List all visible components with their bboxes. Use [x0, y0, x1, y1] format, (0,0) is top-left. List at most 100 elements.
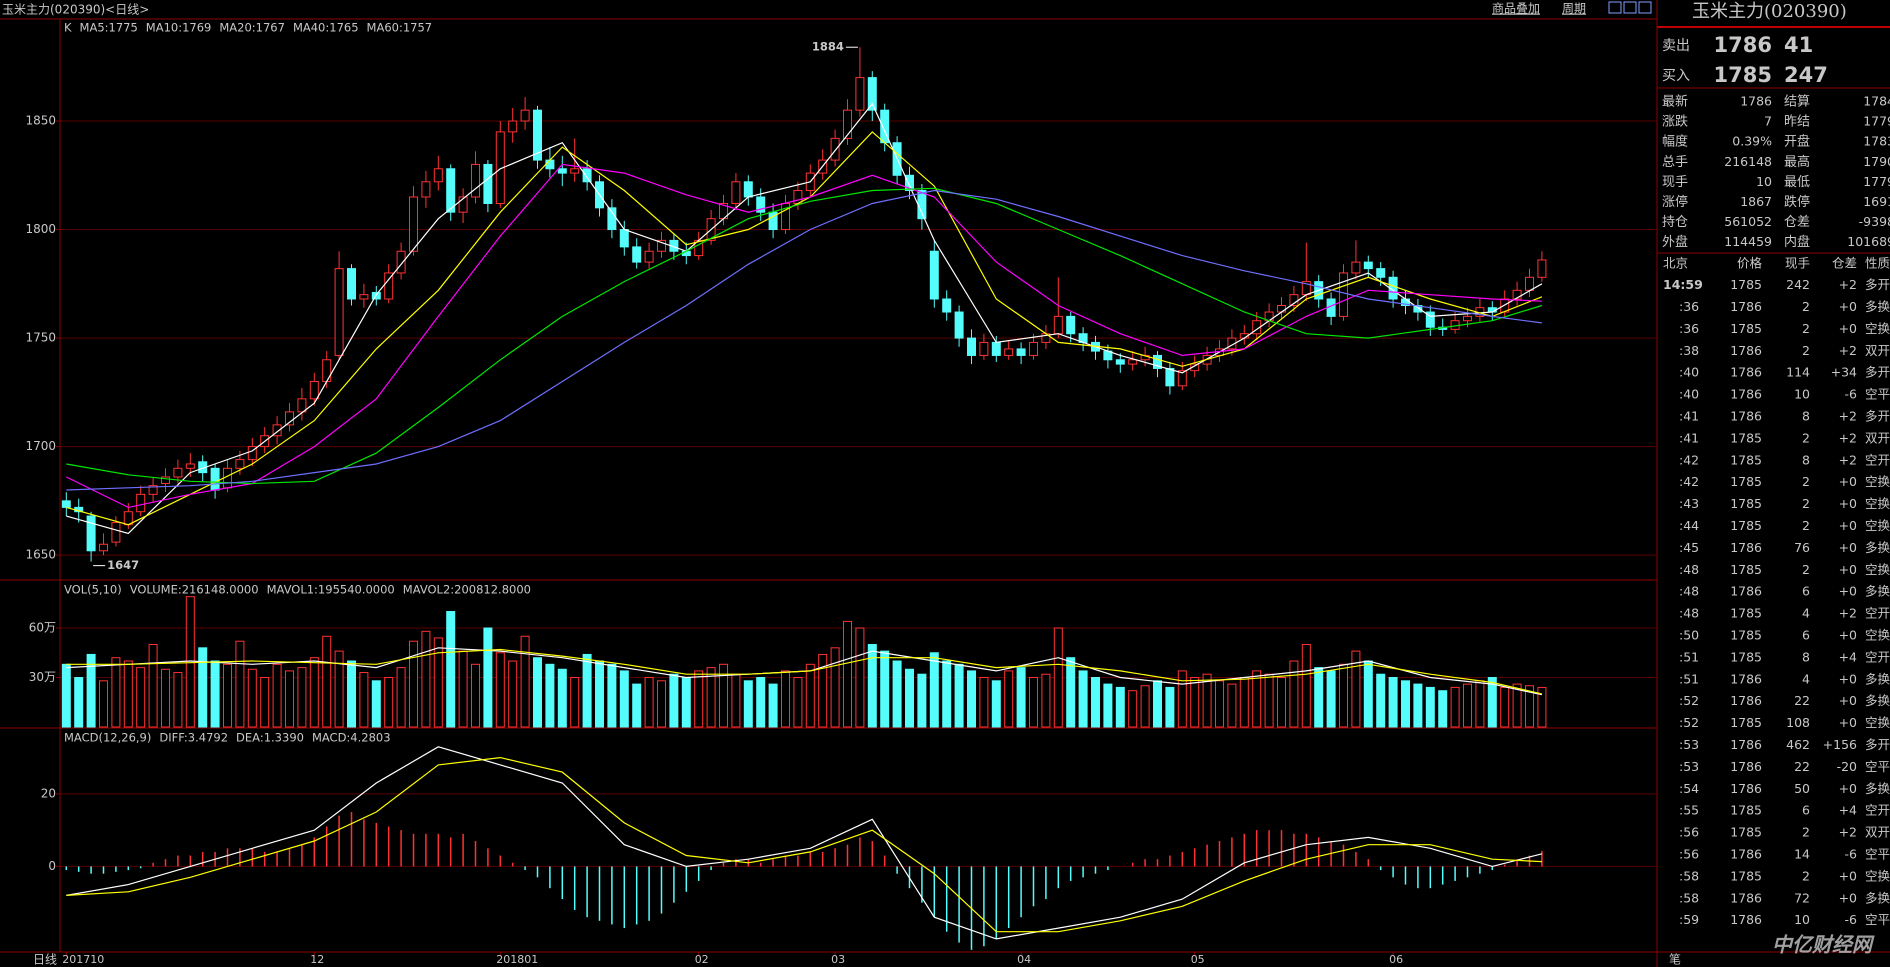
volume-bar [111, 657, 121, 728]
stat-label: 涨跌 [1662, 114, 1688, 130]
table-cell: 22 [1794, 693, 1810, 708]
table-cell: +0 [1839, 474, 1857, 489]
table-cell: 2 [1802, 562, 1810, 577]
volume-bar [793, 677, 803, 728]
table-cell: +4 [1839, 649, 1857, 664]
footer-tab[interactable]: 笔 [1669, 952, 1681, 967]
table-cell: +156 [1823, 737, 1857, 752]
table-header: 现手 [1785, 256, 1810, 271]
x-tick-label: 06 [1389, 953, 1403, 966]
volume-bar [1376, 673, 1386, 728]
candle-body [681, 250, 691, 257]
table-cell: +2 [1839, 606, 1857, 621]
candle-body [111, 522, 121, 543]
legend-entry: MAVOL2:200812.8000 [403, 583, 531, 597]
volume-bar [508, 660, 518, 728]
legend-label: VOL(5,10) [64, 583, 122, 597]
stat-value: 1790 [1863, 154, 1890, 169]
volume-bar [1177, 670, 1187, 728]
series-line [66, 746, 1543, 940]
volume-bar [495, 652, 505, 728]
table-cell: :42 [1679, 474, 1699, 489]
stat-label: 总手 [1662, 155, 1688, 170]
volume-bar [830, 647, 840, 728]
table-cell: +0 [1839, 781, 1857, 796]
header-link[interactable]: 周期 [1562, 2, 1586, 16]
table-cell: +0 [1839, 890, 1857, 905]
volume-bar [991, 680, 1001, 728]
table-cell: 2 [1802, 825, 1810, 840]
table-cell: 14 [1794, 847, 1810, 862]
x-tick-label: 03 [831, 953, 845, 966]
table-cell: 多换 [1865, 299, 1890, 314]
stat-label: 最低 [1784, 175, 1810, 190]
table-cell: 1785 [1730, 518, 1762, 533]
y-tick-label: 1750 [25, 331, 56, 345]
window-button[interactable] [1623, 1, 1637, 14]
volume-bar [1128, 690, 1138, 728]
candle-body [582, 168, 592, 183]
volume-bar [533, 657, 542, 728]
volume-bar [1512, 683, 1522, 728]
table-cell: 空换 [1865, 518, 1890, 533]
volume-bar [161, 668, 170, 728]
volume-bar [1004, 670, 1014, 728]
volume-bar [99, 680, 108, 728]
quote-volume: 247 [1784, 63, 1828, 87]
stat-label: 最高 [1784, 154, 1810, 170]
volume-bar [483, 627, 493, 728]
volume-bar [1153, 680, 1162, 728]
table-cell: :53 [1679, 737, 1699, 752]
candle-body [954, 311, 964, 339]
series-line [66, 102, 1543, 535]
table-cell: 1785 [1730, 628, 1762, 643]
stat-label: 开盘 [1784, 134, 1810, 150]
volume-bar [818, 653, 828, 728]
candle-body [967, 337, 976, 356]
volume-bar [1388, 677, 1398, 728]
volume-bar [123, 660, 133, 728]
table-cell: 多换 [1865, 671, 1890, 686]
volume-bar [520, 635, 530, 728]
table-cell: +0 [1839, 715, 1857, 730]
table-cell: 1786 [1730, 671, 1762, 686]
window-button[interactable] [1608, 1, 1622, 14]
candle-body [1004, 348, 1014, 356]
table-cell: :48 [1679, 562, 1699, 577]
candle-body [1153, 354, 1162, 369]
volume-bar [1016, 667, 1026, 728]
table-cell: 多换 [1865, 540, 1890, 555]
volume-bar [855, 627, 865, 728]
period-tab[interactable]: 日线 [33, 953, 57, 967]
table-cell: +0 [1839, 868, 1857, 883]
header-link[interactable]: 商品叠加 [1492, 1, 1540, 16]
table-cell: :48 [1679, 584, 1699, 599]
volume-bar [1029, 677, 1038, 728]
candle-body [297, 398, 307, 413]
volume-bar [657, 680, 666, 728]
table-cell: 多换 [1865, 584, 1890, 599]
candle-body [520, 109, 530, 122]
table-cell: 108 [1786, 715, 1810, 730]
volume-bar [297, 667, 307, 728]
watermark: 中亿财经网 [1772, 933, 1875, 957]
volume-bar [1289, 660, 1299, 728]
table-cell: 10 [1794, 387, 1810, 402]
volume-bar [1239, 677, 1249, 728]
table-cell: 1786 [1730, 387, 1762, 402]
volume-bar [136, 667, 146, 728]
table-cell: :52 [1679, 693, 1699, 708]
table-cell: :45 [1679, 540, 1699, 555]
candle-body [285, 411, 294, 426]
table-cell: 空换 [1865, 715, 1890, 730]
x-tick-label: 02 [695, 953, 709, 966]
window-button[interactable] [1638, 1, 1652, 14]
table-cell: :53 [1679, 759, 1699, 774]
table-cell: +2 [1839, 452, 1857, 467]
table-cell: 6 [1802, 628, 1810, 643]
table-cell: 1785 [1730, 715, 1762, 730]
volume-bar [607, 663, 617, 728]
volume-bar [458, 650, 468, 728]
volume-bar [1215, 680, 1224, 728]
volume-bar [1277, 677, 1286, 728]
